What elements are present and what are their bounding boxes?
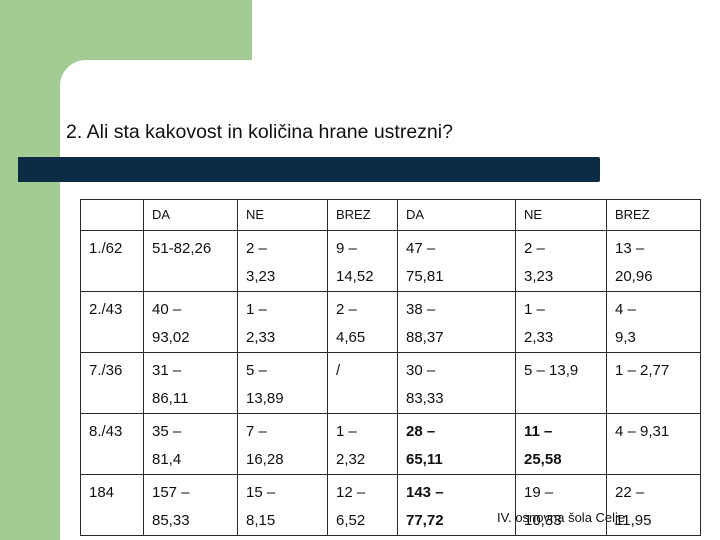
column-header xyxy=(80,199,144,231)
table-cell: 9 –14,52 xyxy=(327,230,398,292)
table-cell: 2 –3,23 xyxy=(237,230,328,292)
title-underline-bar xyxy=(18,157,600,182)
row-label-cell: 2./43 xyxy=(80,291,144,353)
table-row: 184 157 –85,33 15 –8,15 12 –6,52 143 –77,72 1… xyxy=(80,474,701,536)
table-cell: 11 –25,58 xyxy=(515,413,607,475)
table-row: 2./43 40 –93,02 1 –2,33 2 –4,65 38 –88,37 1 –… xyxy=(80,291,701,353)
table-cell: 51-82,26 xyxy=(143,230,238,292)
column-header: DA xyxy=(143,199,238,231)
table-cell: 31 –86,11 xyxy=(143,352,238,414)
table-cell: 1 –2,32 xyxy=(327,413,398,475)
table-cell: 1 –2,33 xyxy=(237,291,328,353)
table-cell: 7 –16,28 xyxy=(237,413,328,475)
table-cell: 4 – 9,31 xyxy=(606,413,701,475)
table-cell: 40 –93,02 xyxy=(143,291,238,353)
table-cell: 1 – 2,77 xyxy=(606,352,701,414)
table-cell: 12 –6,52 xyxy=(327,474,398,536)
table-cell: 47 –75,81 xyxy=(397,230,516,292)
results-table: DA NE BREZ DA NE BREZ 1./62 51-82,26 2 –3,23 9 –… xyxy=(80,199,701,536)
table-cell: / xyxy=(327,352,398,414)
table-cell: 2 –3,23 xyxy=(515,230,607,292)
column-header: BREZ xyxy=(327,199,398,231)
table-cell: 2 –4,65 xyxy=(327,291,398,353)
column-header: NE xyxy=(237,199,328,231)
footer-school-name: IV. osnovna šola Celje xyxy=(497,510,626,525)
column-header: DA xyxy=(397,199,516,231)
row-label-cell: 184 xyxy=(80,474,144,536)
table-header-row: DA NE BREZ DA NE BREZ xyxy=(80,199,701,231)
table-cell: 28 –65,11 xyxy=(397,413,516,475)
table-cell: 22 –11,95 xyxy=(606,474,701,536)
table-row: 8./43 35 –81,4 7 –16,28 1 –2,32 28 –65,11 11 … xyxy=(80,413,701,475)
table-cell: 38 –88,37 xyxy=(397,291,516,353)
table-cell: 1 –2,33 xyxy=(515,291,607,353)
table-cell: 5 –13,89 xyxy=(237,352,328,414)
table-cell: 4 –9,3 xyxy=(606,291,701,353)
table-cell: 13 –20,96 xyxy=(606,230,701,292)
row-label-cell: 8./43 xyxy=(80,413,144,475)
table-cell: 143 –77,72 xyxy=(397,474,516,536)
column-header: NE xyxy=(515,199,607,231)
row-label-cell: 7./36 xyxy=(80,352,144,414)
table-cell: 5 – 13,9 xyxy=(515,352,607,414)
table-cell: 19 –10,33 xyxy=(515,474,607,536)
table-cell: 35 –81,4 xyxy=(143,413,238,475)
row-label-cell: 1./62 xyxy=(80,230,144,292)
table-cell: 157 –85,33 xyxy=(143,474,238,536)
table-row: 1./62 51-82,26 2 –3,23 9 –14,52 47 –75,81 2 –… xyxy=(80,230,701,292)
slide-title: 2. Ali sta kakovost in količina hrane us… xyxy=(66,121,453,143)
column-header: BREZ xyxy=(606,199,701,231)
table-row: 7./36 31 –86,11 5 –13,89/30 –83,33 5 – 13,9… xyxy=(80,352,701,414)
table-cell: 15 –8,15 xyxy=(237,474,328,536)
table-cell: 30 –83,33 xyxy=(397,352,516,414)
